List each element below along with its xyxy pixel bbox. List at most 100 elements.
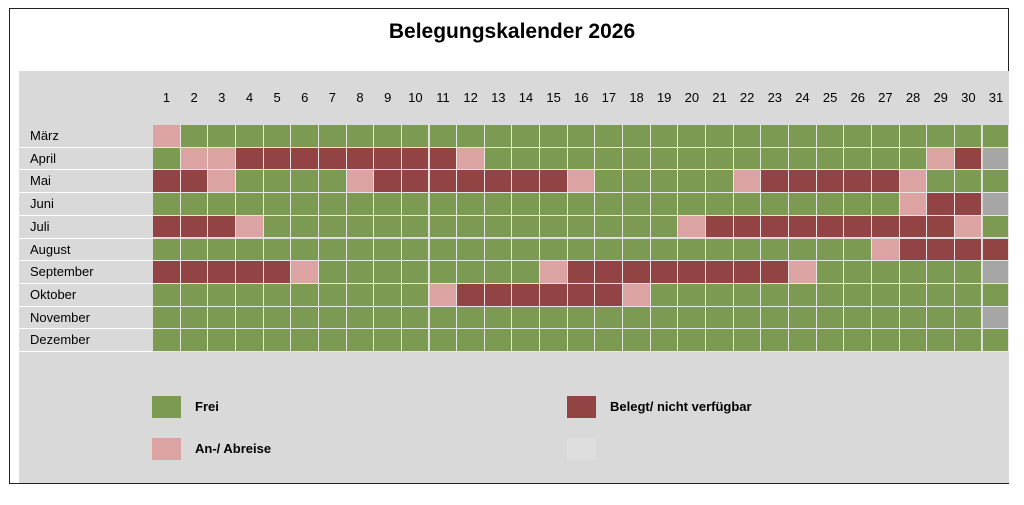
day-cell [401, 215, 430, 239]
day-cell [595, 329, 624, 352]
legend-swatch-frei [152, 396, 181, 418]
page-title: Belegungskalender 2026 [388, 20, 636, 43]
day-cell [291, 238, 319, 262]
day-cell [733, 147, 762, 171]
day-cell [927, 125, 955, 148]
day-cell [623, 170, 651, 194]
day-cell [816, 147, 845, 171]
day-cell [733, 306, 762, 330]
day-cell [401, 125, 430, 148]
day-cell [180, 283, 209, 307]
day-header-19: 19 [656, 90, 672, 105]
day-header-16: 16 [574, 90, 589, 105]
day-cell [706, 306, 734, 330]
day-cell [484, 238, 513, 262]
day-cell [623, 193, 651, 216]
day-cell [457, 125, 485, 148]
day-cell [927, 193, 955, 216]
day-cell [346, 283, 375, 307]
day-cell [374, 193, 402, 216]
day-cell [982, 238, 1009, 262]
day-cell [816, 329, 845, 352]
day-cell [208, 238, 236, 262]
day-cell [457, 306, 485, 330]
day-cell [235, 193, 264, 216]
day-cell [899, 170, 928, 194]
row-divider [19, 192, 153, 194]
day-cell [650, 193, 679, 216]
day-header-25: 25 [822, 90, 838, 105]
day-cell [429, 215, 458, 239]
day-cell [871, 125, 900, 148]
day-cell [291, 283, 319, 307]
day-cell [595, 125, 624, 148]
day-cell [318, 125, 347, 148]
day-cell [650, 329, 679, 352]
day-cell [153, 170, 181, 194]
day-cell [927, 261, 955, 284]
day-cell [706, 283, 734, 307]
day-header-22: 22 [739, 90, 755, 105]
day-header-14: 14 [518, 90, 534, 105]
day-cell [318, 215, 347, 239]
day-cell [291, 329, 319, 352]
day-cell [650, 215, 679, 239]
day-cell [844, 147, 872, 171]
day-cell [208, 215, 236, 239]
day-cell [623, 329, 651, 352]
day-cell [484, 283, 513, 307]
day-cell [844, 238, 872, 262]
day-cell [208, 193, 236, 216]
row-divider [19, 169, 153, 171]
day-header-4: 4 [245, 90, 254, 105]
day-cell [871, 261, 900, 284]
day-cell [844, 215, 872, 239]
day-cell [457, 238, 485, 262]
day-cell [595, 283, 624, 307]
day-cell [153, 193, 181, 216]
day-cell [595, 215, 624, 239]
day-cell [374, 306, 402, 330]
day-cell [457, 170, 485, 194]
day-header-17: 17 [601, 90, 617, 105]
day-cell [567, 125, 596, 148]
day-cell [153, 215, 181, 239]
day-cell [871, 306, 900, 330]
day-cell [235, 329, 264, 352]
day-cell [816, 193, 845, 216]
day-cell [374, 329, 402, 352]
day-cell [374, 215, 402, 239]
day-cell [484, 147, 513, 171]
day-cell [153, 147, 181, 171]
day-cell [733, 125, 762, 148]
month-label: Oktober [30, 286, 77, 302]
day-cell [180, 215, 209, 239]
day-cell [788, 125, 817, 148]
day-cell [650, 283, 679, 307]
day-cell [567, 283, 596, 307]
day-cell [871, 193, 900, 216]
day-cell [899, 125, 928, 148]
day-cell [595, 193, 624, 216]
day-cell [512, 329, 541, 352]
day-cell [346, 147, 375, 171]
day-cell [733, 261, 762, 284]
day-cell [180, 329, 209, 352]
day-header-27: 27 [878, 90, 893, 105]
day-cell [291, 215, 319, 239]
day-header-1: 1 [162, 90, 171, 105]
day-cell [899, 261, 928, 284]
day-cell [678, 306, 706, 330]
month-label: November [30, 309, 90, 325]
day-cell [871, 238, 900, 262]
day-cell [678, 215, 706, 239]
day-cell [512, 306, 541, 330]
day-cell [954, 170, 983, 194]
row-divider [19, 351, 153, 352]
day-cell [401, 306, 430, 330]
day-cell [871, 147, 900, 171]
day-cell [844, 193, 872, 216]
day-cell [429, 261, 458, 284]
day-cell [512, 170, 541, 194]
day-cell [982, 147, 1009, 171]
